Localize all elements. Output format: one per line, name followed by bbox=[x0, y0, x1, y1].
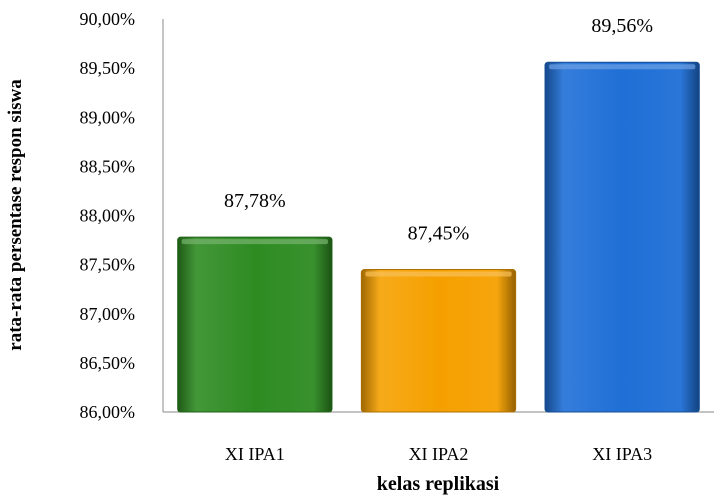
y-tick-label: 89,00% bbox=[80, 107, 136, 127]
data-label: 87,45% bbox=[408, 223, 470, 245]
bar bbox=[544, 61, 700, 413]
bars bbox=[177, 61, 700, 413]
y-tick-label: 88,50% bbox=[80, 156, 136, 176]
x-tick-label: XI IPA3 bbox=[592, 444, 652, 464]
data-labels: 87,78% 87,45% 89,56% bbox=[224, 15, 653, 244]
y-tick-label: 90,00% bbox=[80, 9, 136, 29]
x-tick-label: XI IPA2 bbox=[409, 444, 469, 464]
y-tick-label: 87,00% bbox=[80, 304, 136, 324]
data-label: 87,78% bbox=[224, 190, 286, 212]
y-tick-label: 88,00% bbox=[80, 206, 136, 226]
data-label: 89,56% bbox=[591, 15, 653, 37]
bar-highlight bbox=[365, 271, 512, 277]
x-tick-labels: XI IPA1 XI IPA2 XI IPA3 bbox=[225, 444, 652, 464]
bar bbox=[360, 269, 517, 413]
bar-highlight bbox=[549, 64, 696, 70]
y-tick-label: 86,50% bbox=[80, 353, 136, 373]
y-tick-labels: 86,00% 86,50% 87,00% 87,50% 88,00% 88,50% 89,0… bbox=[80, 9, 136, 422]
y-axis-title: rata-rata persentase respon siswa bbox=[5, 79, 26, 351]
y-tick-label: 86,00% bbox=[80, 402, 136, 422]
y-tick-label: 87,50% bbox=[80, 255, 136, 275]
x-tick-label: XI IPA1 bbox=[225, 444, 285, 464]
x-axis-title: kelas replikasi bbox=[377, 473, 500, 495]
bar bbox=[177, 236, 333, 413]
y-tick-label: 89,50% bbox=[80, 58, 136, 78]
bar-highlight bbox=[181, 239, 328, 245]
